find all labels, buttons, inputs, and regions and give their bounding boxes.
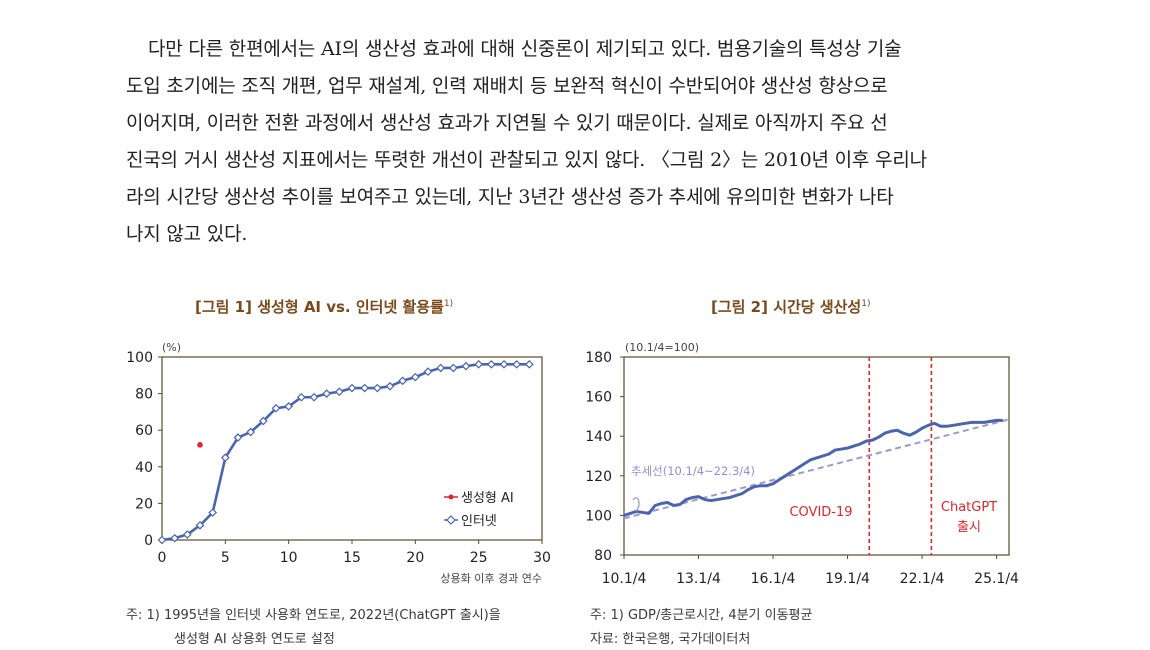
fig1-unit-label: (%) bbox=[162, 341, 181, 354]
fig1-internet-point bbox=[309, 392, 319, 402]
fig2-plot-frame bbox=[623, 356, 1010, 556]
fig1-internet-point bbox=[322, 389, 332, 398]
fig2-y-tick-label: 120 bbox=[585, 469, 612, 485]
fig2-covid-label: COVID-19 bbox=[789, 505, 852, 520]
fig1-note-line1: 주: 1) 1995년을 인터넷 사용화 연도로, 2022년(ChatGPT … bbox=[126, 608, 501, 623]
fig2-x-tick-label: 25.1/4 bbox=[974, 571, 1019, 587]
fig1-internet-point bbox=[296, 392, 306, 402]
fig1-internet-point bbox=[499, 359, 509, 369]
fig1-internet-point bbox=[512, 359, 522, 369]
paragraph-line-3: 이어지며, 이러한 전환 과정에서 생산성 효과가 지연될 수 있기 때문이다.… bbox=[126, 112, 888, 134]
fig1-internet-point bbox=[347, 383, 357, 393]
figure1-title-text: [그림 1] 생성형 AI vs. 인터넷 활용률 bbox=[195, 298, 444, 316]
paragraph-line-1: 다만 다른 한편에서는 AI의 생산성 효과에 대해 신중론이 제기되고 있다.… bbox=[148, 38, 902, 60]
fig1-x-tick-label: 5 bbox=[221, 550, 230, 566]
fig2-y-tick-label: 80 bbox=[594, 548, 612, 564]
fig2-unit-label: (10.1/4=100) bbox=[625, 341, 699, 354]
fig1-internet-point bbox=[157, 535, 167, 545]
fig1-internet-point bbox=[360, 383, 370, 393]
fig1-internet-point bbox=[246, 427, 256, 437]
figure2-title-text: [그림 2] 시간당 생산성 bbox=[711, 298, 862, 316]
fig1-internet-point bbox=[271, 403, 281, 413]
fig1-y-tick-label: 80 bbox=[135, 387, 153, 403]
fig2-trend-label-pointer bbox=[632, 497, 640, 512]
fig1-internet-point bbox=[448, 363, 458, 373]
fig2-trend-line bbox=[623, 418, 1010, 520]
fig1-y-tick-label: 100 bbox=[126, 350, 153, 366]
fig1-y-tick-label: 20 bbox=[135, 496, 153, 512]
fig1-y-tick-label: 40 bbox=[135, 460, 153, 476]
fig1-internet-point bbox=[461, 361, 471, 371]
fig1-legend: 생성형 AI 인터넷 bbox=[444, 491, 514, 529]
figure1-title: [그림 1] 생성형 AI vs. 인터넷 활용률1) bbox=[195, 296, 453, 317]
fig1-internet-point bbox=[170, 533, 180, 543]
fig2-y-tick-label: 100 bbox=[585, 508, 612, 524]
fig1-internet-point bbox=[423, 367, 433, 376]
fig2-x-tick-label: 13.1/4 bbox=[676, 571, 721, 587]
fig1-x-tick-label: 20 bbox=[406, 550, 424, 566]
fig1-y-tick-label: 60 bbox=[135, 423, 153, 439]
figure2-title-footnote: 1) bbox=[861, 299, 871, 309]
fig1-note-line2: 생성형 AI 상용화 연도로 설정 bbox=[174, 632, 335, 647]
paragraph-line-6: 나지 않고 있다. bbox=[126, 223, 248, 245]
fig2-y-tick-label: 140 bbox=[585, 429, 612, 445]
fig1-internet-point bbox=[372, 383, 382, 393]
fig1-legend-internet-label: 인터넷 bbox=[461, 514, 497, 529]
paragraph-line-2: 도입 초기에는 조직 개편, 업무 재설계, 인력 재배치 등 보완적 혁신이 … bbox=[126, 75, 888, 97]
fig1-legend-genai-marker bbox=[448, 494, 454, 500]
fig1-x-axis-label: 상용화 이후 경과 연수 bbox=[440, 572, 542, 585]
fig1-legend-internet-marker bbox=[446, 515, 456, 525]
fig1-y-tick-label: 0 bbox=[144, 533, 153, 549]
figure1-title-footnote: 1) bbox=[443, 299, 454, 309]
fig2-trend-label: 추세선(10.1/4~22.3/4) bbox=[631, 464, 755, 478]
fig1-x-tick-label: 0 bbox=[158, 550, 167, 566]
fig2-x-tick-label: 16.1/4 bbox=[751, 571, 796, 587]
fig1-internet-point bbox=[385, 381, 395, 391]
fig2-chatgpt-label-line1: ChatGPT bbox=[941, 500, 997, 515]
figure2-title: [그림 2] 시간당 생산성1) bbox=[711, 296, 870, 317]
fig1-internet-point bbox=[474, 359, 484, 369]
fig2-y-tick-label: 180 bbox=[585, 350, 612, 366]
fig1-internet-point bbox=[195, 521, 205, 530]
fig2-x-tick-label: 10.1/4 bbox=[602, 571, 647, 587]
fig1-internet-point bbox=[284, 402, 294, 411]
fig1-internet-point bbox=[436, 363, 446, 373]
fig1-internet-point bbox=[258, 416, 268, 426]
fig1-internet-point bbox=[398, 376, 408, 386]
fig1-internet-point bbox=[220, 453, 230, 462]
fig1-internet-point bbox=[233, 433, 243, 442]
fig1-internet-point bbox=[410, 372, 420, 382]
fig1-x-tick-label: 25 bbox=[470, 550, 488, 566]
fig1-internet-point bbox=[486, 359, 496, 369]
paragraph-line-4: 진국의 거시 생산성 지표에서는 뚜렷한 개선이 관찰되고 있지 않다. 〈그림… bbox=[126, 149, 927, 171]
fig1-legend-genai-label: 생성형 AI bbox=[461, 491, 514, 506]
fig1-internet-point bbox=[524, 359, 534, 369]
fig1-genai-point bbox=[197, 442, 203, 448]
fig1-x-tick-label: 30 bbox=[533, 550, 551, 566]
fig2-note-line1: 주: 1) GDP/총근로시간, 4분기 이동평균 bbox=[590, 608, 813, 623]
fig2-x-tick-label: 19.1/4 bbox=[825, 571, 870, 587]
fig1-x-tick-label: 15 bbox=[343, 550, 361, 566]
fig1-x-tick-label: 10 bbox=[280, 550, 298, 566]
fig1-internet-point bbox=[208, 508, 218, 517]
fig2-chatgpt-label-line2: 출시 bbox=[957, 520, 981, 535]
fig2-x-tick-label: 22.1/4 bbox=[900, 571, 945, 587]
fig2-y-tick-label: 160 bbox=[585, 390, 612, 406]
figure2-chart: (10.1/4=100) 80 100 120 140 160 180 10.1/4 13.1… bbox=[585, 341, 1019, 587]
fig2-note-line2: 자료: 한국은행, 국가데이터처 bbox=[590, 632, 751, 647]
fig1-internet-point bbox=[182, 530, 192, 539]
fig2-productivity-line bbox=[623, 418, 1003, 517]
fig1-internet-point bbox=[334, 387, 344, 397]
paragraph-line-5: 라의 시간당 생산성 추이를 보여주고 있는데, 지난 3년간 생산성 증가 추… bbox=[126, 186, 894, 208]
